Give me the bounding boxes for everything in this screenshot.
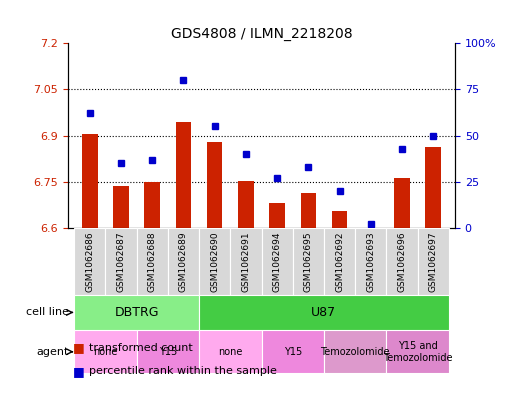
Bar	[269, 203, 285, 228]
Text: ■: ■	[73, 365, 85, 378]
Text: Y15: Y15	[283, 347, 302, 357]
Text: Y15 and
Temozolomide: Y15 and Temozolomide	[383, 341, 452, 362]
Text: ■: ■	[73, 341, 85, 354]
Text: GSM1062692: GSM1062692	[335, 231, 344, 292]
Bar	[262, 330, 324, 373]
Bar	[417, 228, 449, 295]
Bar	[74, 228, 106, 295]
Text: U87: U87	[311, 306, 336, 319]
Text: GSM1062697: GSM1062697	[429, 231, 438, 292]
Text: GSM1062686: GSM1062686	[85, 231, 94, 292]
Text: GSM1062693: GSM1062693	[366, 231, 375, 292]
Text: GSM1062696: GSM1062696	[397, 231, 406, 292]
Text: transformed count: transformed count	[89, 343, 192, 353]
Bar	[207, 142, 222, 228]
Bar	[386, 330, 449, 373]
Text: GSM1062687: GSM1062687	[117, 231, 126, 292]
Text: GSM1062695: GSM1062695	[304, 231, 313, 292]
Bar	[137, 330, 199, 373]
Text: GSM1062694: GSM1062694	[272, 231, 281, 292]
Text: GSM1062689: GSM1062689	[179, 231, 188, 292]
Text: cell line: cell line	[26, 307, 69, 318]
Text: percentile rank within the sample: percentile rank within the sample	[89, 366, 277, 376]
Bar	[301, 193, 316, 228]
Bar	[106, 228, 137, 295]
Bar	[425, 147, 441, 228]
Bar	[176, 122, 191, 228]
Bar	[324, 330, 386, 373]
Bar	[355, 228, 386, 295]
Bar	[74, 295, 199, 330]
Bar	[230, 228, 262, 295]
Bar	[168, 228, 199, 295]
Bar	[332, 211, 347, 228]
Bar	[262, 228, 293, 295]
Text: GSM1062691: GSM1062691	[242, 231, 251, 292]
Title: GDS4808 / ILMN_2218208: GDS4808 / ILMN_2218208	[170, 27, 353, 41]
Bar	[113, 186, 129, 228]
Text: none: none	[218, 347, 243, 357]
Bar	[386, 228, 417, 295]
Text: Y15: Y15	[159, 347, 177, 357]
Bar	[144, 182, 160, 228]
Text: DBTRG: DBTRG	[115, 306, 159, 319]
Text: GSM1062688: GSM1062688	[148, 231, 157, 292]
Bar	[199, 228, 230, 295]
Bar	[82, 134, 98, 228]
Bar	[199, 330, 262, 373]
Bar	[324, 228, 355, 295]
Text: Temozolomide: Temozolomide	[321, 347, 390, 357]
Text: none: none	[93, 347, 118, 357]
Bar	[394, 178, 410, 228]
Bar	[293, 228, 324, 295]
Bar	[199, 295, 449, 330]
Bar	[137, 228, 168, 295]
Bar	[74, 330, 137, 373]
Bar	[238, 181, 254, 228]
Text: agent: agent	[36, 347, 69, 357]
Text: GSM1062690: GSM1062690	[210, 231, 219, 292]
